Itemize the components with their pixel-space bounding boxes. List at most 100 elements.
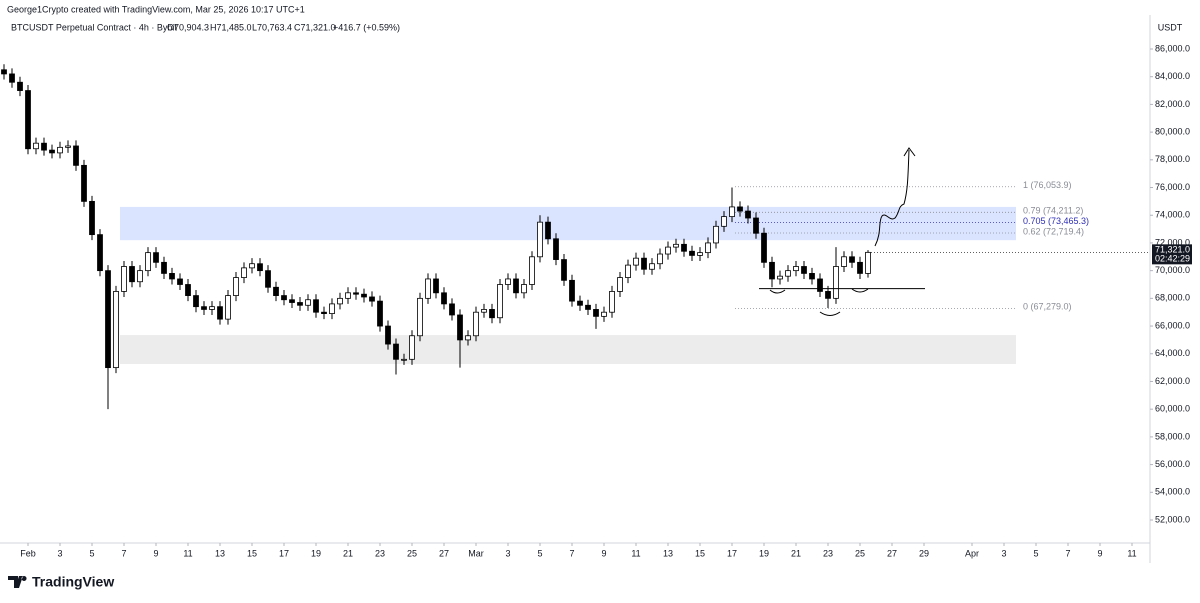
candle-body <box>657 253 663 265</box>
y-tick-label: 70,000.0 <box>1155 265 1190 275</box>
candle-body <box>129 266 135 283</box>
y-tick-label: 52,000.0 <box>1155 514 1190 524</box>
candle-body <box>569 279 575 302</box>
candle-body <box>1 69 7 75</box>
candle-body <box>753 217 759 234</box>
logo-text: TradingView <box>32 574 114 590</box>
y-tick-label: 86,000.0 <box>1155 43 1190 53</box>
y-tick-label: 58,000.0 <box>1155 431 1190 441</box>
x-tick-label: 13 <box>215 548 225 558</box>
x-tick-label: 13 <box>663 548 673 558</box>
candle-body <box>329 303 335 314</box>
candle-body <box>473 311 479 337</box>
candle-body <box>9 73 15 83</box>
candle-body <box>113 291 119 369</box>
x-tick-label: 7 <box>569 548 574 558</box>
candle-body <box>561 259 567 281</box>
x-tick-label: 25 <box>407 548 417 558</box>
candle-body <box>177 278 183 285</box>
candle-body <box>481 309 487 313</box>
candle-body <box>537 221 543 258</box>
candle-body <box>681 243 687 252</box>
candle-body <box>161 261 167 274</box>
x-tick-label: 19 <box>759 548 769 558</box>
candle-body <box>225 295 231 320</box>
candle-body <box>265 270 271 288</box>
drawings <box>759 147 925 316</box>
candle-body <box>505 278 511 285</box>
y-tick-label: 78,000.0 <box>1155 154 1190 164</box>
y-tick-label: 82,000.0 <box>1155 99 1190 109</box>
close: C71,321.0 <box>294 22 336 32</box>
symbol: BTCUSDT Perpetual Contract · 4h · Bybit <box>11 22 177 32</box>
x-tick-label: 23 <box>375 548 385 558</box>
candle-body <box>545 221 551 240</box>
candle-body <box>841 256 847 267</box>
candle-body <box>193 295 199 308</box>
change: +416.7 (+0.59%) <box>333 22 400 32</box>
candle-body <box>81 164 87 202</box>
x-tick-label: 17 <box>727 548 737 558</box>
candle-body <box>705 242 711 254</box>
price-tag-label: 71,321.0 <box>1155 245 1190 255</box>
candle-body <box>185 284 191 296</box>
candle-body <box>257 263 263 272</box>
x-tick-label: 17 <box>279 548 289 558</box>
candle-body <box>825 291 831 299</box>
candle-body <box>809 273 815 280</box>
x-tick-label: 15 <box>695 548 705 558</box>
x-tick-label: Mar <box>468 548 484 558</box>
y-tick-label: 84,000.0 <box>1155 71 1190 81</box>
candle-body <box>761 232 767 263</box>
candle-body <box>393 343 399 360</box>
candle-body <box>233 277 239 296</box>
candle-body <box>369 296 375 302</box>
candle-body <box>617 277 623 292</box>
candle-body <box>121 266 127 292</box>
candle-body <box>745 210 751 219</box>
candle-body <box>137 270 143 283</box>
zones <box>120 206 1016 365</box>
candle-body <box>385 325 391 345</box>
x-tick-label: 11 <box>631 548 640 558</box>
candle-body <box>273 286 279 296</box>
x-tick-label: 5 <box>1033 548 1038 558</box>
logo: TradingView <box>8 574 114 590</box>
zone <box>120 335 1016 365</box>
candle-body <box>49 149 55 154</box>
candle-body <box>33 142 39 150</box>
candle-body <box>97 234 103 272</box>
x-tick-label: 7 <box>121 548 126 558</box>
y-tick-label: 54,000.0 <box>1155 487 1190 497</box>
candle-body <box>377 300 383 327</box>
zone <box>120 206 1016 241</box>
candle-body <box>441 292 447 305</box>
candle-body <box>345 292 351 299</box>
x-tick-label: Apr <box>965 548 979 558</box>
candle-body <box>25 90 31 150</box>
axes: 52,000.0 54,000.0 56,000.0 58,000.0 60,000.0… <box>20 43 1192 558</box>
candle-body <box>361 293 367 298</box>
candle-body <box>609 291 615 313</box>
candle-body <box>457 314 463 341</box>
candle-body <box>713 225 719 244</box>
candle-body <box>41 142 47 151</box>
x-tick-label: 21 <box>343 548 353 558</box>
candle-body <box>105 270 111 369</box>
candle-body <box>625 264 631 278</box>
candle-body <box>553 238 559 260</box>
candle-body <box>601 311 607 317</box>
candle-body <box>785 270 791 277</box>
x-tick-label: 5 <box>537 548 542 558</box>
candle-body <box>649 263 655 270</box>
y-tick-label: 56,000.0 <box>1155 459 1190 469</box>
candle-body <box>353 292 359 295</box>
candle-body <box>209 306 215 310</box>
x-tick-label: 15 <box>247 548 257 558</box>
x-tick-label: 27 <box>439 548 449 558</box>
x-tick-label: 23 <box>823 548 833 558</box>
candle-body <box>249 263 255 269</box>
candle-body <box>673 243 679 248</box>
x-tick-label: 9 <box>601 548 606 558</box>
candle-body <box>697 252 703 256</box>
